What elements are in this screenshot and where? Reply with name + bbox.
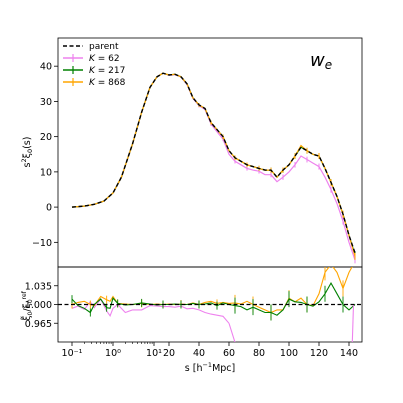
main-y-axis-label: s2ξ0(s) [20,137,34,168]
series-line-0 [71,72,356,254]
legend: parent K = 62 K = 217 K = 868 [63,42,126,88]
x-tick-label: 80 [253,348,265,359]
x-tick-label: 10¹ [146,348,162,359]
main-y-tick-label: 30 [40,97,52,108]
ratio-line-1 [71,298,230,324]
ratio-panel: 0.965 1.000 1.035 ξ̃0/ξ0ref [21,266,363,343]
main-y-tick-label: 40 [40,62,52,73]
x-tick-label: 60 [223,348,235,359]
x-tick-label: 100 [280,348,298,359]
main-y-tick-label: 20 [40,132,52,143]
ratio-y-tick-label: 1.035 [25,281,52,292]
ratio-y-tick-label: 0.965 [25,319,52,330]
main-y-tick-label: 0 [46,203,52,214]
legend-label: K = 62 [89,54,120,64]
x-axis-label: s [h−1Mpc] [185,361,235,374]
series-line-2 [71,72,356,255]
x-tick-label: 10⁻¹ [62,348,83,359]
x-tick-label: 40 [193,348,205,359]
x-tick-label: 10⁰ [105,348,121,359]
legend-label: K = 217 [89,66,125,76]
ratio-line-k62-tail [228,304,355,342]
x-tick-label: 20 [163,348,175,359]
series-line-3 [71,72,356,257]
x-tick-label: 120 [310,348,328,359]
ratio-y-ticks: 0.965 1.000 1.035 [25,281,58,330]
ratio-line-2 [71,281,356,316]
x-axis: 10⁻¹ 10⁰ 10¹ 20 40 60 80 100 120 140 [62,342,358,359]
legend-label: parent [89,42,119,52]
main-y-tick-label: −10 [32,238,52,249]
main-y-ticks: −10 0 10 20 30 40 [32,62,58,249]
ratio-y-axis-label: ξ̃0/ξ0ref [21,290,34,320]
ratio-y-tick-label: 1.000 [25,300,52,311]
ratio-series [58,267,362,342]
x-tick-label: 140 [340,348,358,359]
main-series [71,72,356,264]
series-line-1 [71,72,356,261]
main-y-tick-label: 10 [40,167,52,178]
main-annotation-we: we [310,50,332,72]
legend-label: K = 868 [89,78,126,88]
main-panel: −10 0 10 20 30 40 we s2ξ0(s) parent K = 62 K = … [20,37,363,268]
